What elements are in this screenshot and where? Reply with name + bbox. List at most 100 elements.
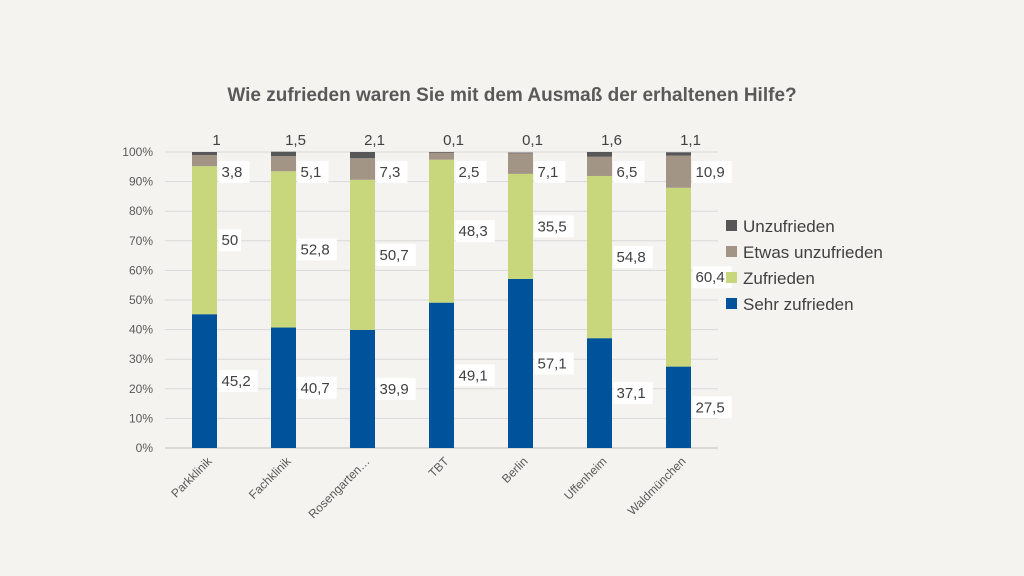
y-tick-label: 90%: [129, 175, 153, 189]
data-label: 0,1: [522, 132, 543, 149]
bar-segment: [271, 151, 296, 157]
x-tick-label: Berlin: [499, 454, 531, 486]
bar-segment: [192, 166, 217, 315]
data-label-bg: [692, 266, 732, 289]
data-label-bg: [613, 161, 645, 183]
bar-segment: [271, 171, 296, 328]
data-label: 2,5: [459, 164, 480, 181]
data-label: 52,8: [301, 241, 330, 258]
data-label: 1,1: [680, 132, 701, 149]
bar-segment: [350, 152, 375, 159]
data-label-bg: [376, 161, 408, 183]
legend-label: Sehr zufrieden: [743, 295, 854, 314]
bar-segment: [192, 314, 217, 448]
x-axis: Parkklinik Fachklinik Rosengarten… TBT Berli…: [168, 454, 688, 522]
y-tick-label: 10%: [129, 411, 153, 425]
legend-swatch: [726, 272, 737, 283]
data-label-bg: [297, 161, 329, 183]
y-tick-label: 100%: [122, 145, 153, 159]
bar-segment: [429, 159, 454, 303]
y-tick-label: 40%: [129, 323, 153, 337]
data-label: 7,1: [538, 164, 559, 181]
x-tick-label: Fachklinik: [246, 454, 294, 502]
data-label: 54,8: [617, 249, 646, 266]
data-label: 35,5: [538, 218, 567, 235]
data-label: 2,1: [364, 132, 385, 149]
bar-segment: [192, 152, 217, 155]
chart-title: Wie zufrieden waren Sie mit dem Ausmaß d…: [227, 85, 796, 106]
data-label-bg: [218, 370, 258, 393]
bar-segment: [666, 155, 691, 188]
bar-segment: [508, 152, 533, 154]
bar-segment: [271, 327, 296, 448]
data-label: 6,5: [617, 164, 638, 181]
bar-segment: [429, 302, 454, 448]
bar-segment: [429, 152, 454, 153]
x-tick-label: Parkklinik: [168, 454, 215, 501]
data-label: 48,3: [459, 223, 488, 240]
data-label: 1,6: [601, 132, 622, 149]
bar-segment: [666, 152, 691, 156]
legend-swatch: [726, 298, 737, 309]
bar-segment: [508, 152, 533, 174]
bar-segment: [587, 175, 612, 339]
data-label-bg: [455, 220, 495, 243]
data-label: 0,1: [443, 132, 464, 149]
data-label: 50: [222, 232, 239, 249]
bars: [192, 151, 691, 448]
data-label-bg: [534, 215, 574, 238]
data-label: 27,5: [696, 399, 725, 416]
legend-swatch: [726, 220, 737, 231]
data-label: 45,2: [222, 373, 251, 390]
bar-segment: [587, 156, 612, 176]
data-label-bg: [692, 161, 732, 183]
data-label: 39,9: [380, 381, 409, 398]
data-label-bg: [534, 161, 566, 183]
data-labels: 45,2 50 3,81 40,7 52,8 5,1 1,5 39,9 50,7 7,3 2,1 49…: [212, 132, 732, 419]
data-label: 10,9: [696, 164, 725, 181]
x-tick-label: TBT: [426, 454, 452, 480]
legend-label: Etwas unzufrieden: [743, 243, 883, 262]
y-tick-label: 70%: [129, 234, 153, 248]
data-label: 1,5: [285, 132, 306, 149]
y-tick-label: 0%: [136, 441, 154, 455]
data-label-bg: [297, 376, 337, 399]
legend-label: Unzufrieden: [743, 217, 835, 236]
data-label-bg: [455, 364, 495, 387]
legend: Unzufrieden Etwas unzufrieden Zufrieden Seh…: [726, 217, 883, 314]
x-tick-label: Rosengarten…: [306, 454, 373, 521]
data-label-bg: [218, 161, 250, 183]
y-tick-label: 30%: [129, 352, 153, 366]
y-tick-label: 20%: [129, 382, 153, 396]
legend-label: Zufrieden: [743, 269, 815, 288]
legend-swatch: [726, 246, 737, 257]
data-label-bg: [692, 396, 732, 419]
y-tick-label: 80%: [129, 204, 153, 218]
y-tick-label: 50%: [129, 293, 153, 307]
data-label: 1: [212, 132, 220, 149]
data-label-bg: [613, 382, 653, 405]
bar-segment: [508, 173, 533, 279]
y-axis: 0% 10% 20% 30% 40% 50% 60% 70% 80% 90% 100%: [122, 145, 153, 455]
x-tick-label: Waldmünchen: [625, 454, 689, 518]
y-tick-label: 60%: [129, 263, 153, 277]
data-label: 3,8: [222, 164, 243, 181]
bar-segment: [271, 156, 296, 172]
data-label: 57,1: [538, 355, 567, 372]
data-label: 50,7: [380, 247, 409, 264]
data-label-bg: [613, 246, 653, 269]
bar-segment: [666, 187, 691, 367]
data-label: 60,4: [696, 269, 725, 286]
bar-segment: [587, 152, 612, 157]
data-label-bg: [376, 243, 416, 266]
data-label-bg: [297, 238, 337, 261]
bar-segment: [350, 329, 375, 448]
data-label-bg: [218, 229, 242, 252]
data-label: 7,3: [380, 164, 401, 181]
bar-segment: [192, 154, 217, 167]
data-label: 49,1: [459, 367, 488, 384]
bar-segment: [508, 278, 533, 448]
data-label-bg: [376, 377, 416, 400]
data-label-bg: [534, 352, 574, 375]
